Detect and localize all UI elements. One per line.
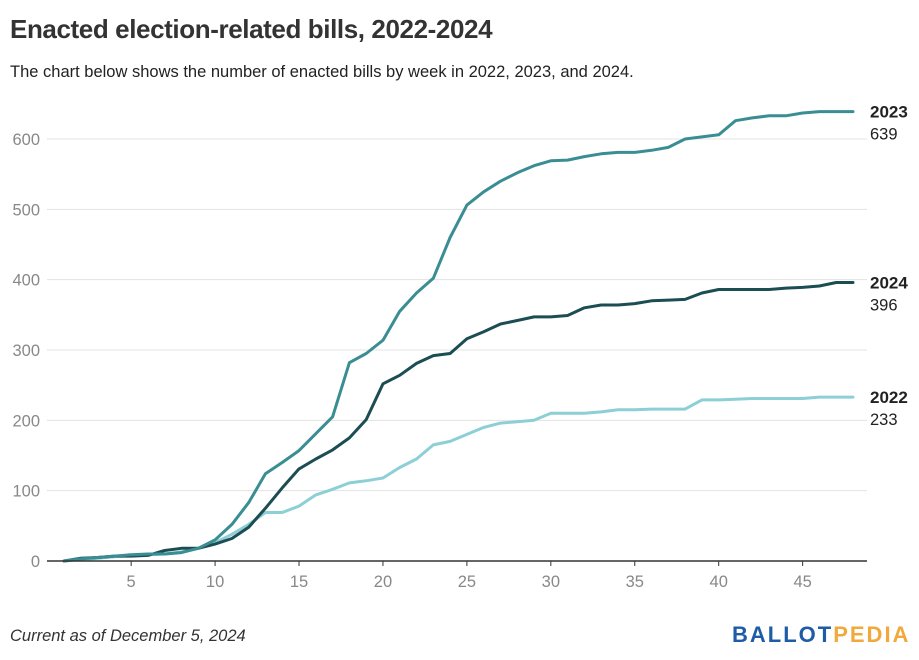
logo-text-pedia: PEDIA	[833, 622, 911, 647]
x-tick-label: 20	[374, 573, 392, 591]
y-tick-label: 500	[12, 201, 40, 219]
y-tick-label: 200	[12, 412, 40, 430]
series-lines	[62, 110, 855, 563]
x-tick-label: 25	[458, 573, 476, 591]
series-end-labels: 2023 639 2024 396 2022 233	[870, 103, 908, 430]
x-tick-label: 10	[206, 573, 224, 591]
footnote: Current as of December 5, 2024	[10, 627, 246, 645]
ballotpedia-logo[interactable]: BALLOTPEDIA	[732, 622, 910, 648]
series-label-2023: 2023	[870, 103, 908, 122]
y-tick-label: 600	[12, 131, 40, 149]
series-label-2022: 2022	[870, 388, 908, 407]
x-tick-label: 5	[127, 573, 136, 591]
chart-title: Enacted election-related bills, 2022-202…	[10, 14, 493, 44]
series-end-value-2024: 396	[870, 296, 898, 314]
x-axis-tick-labels: 5 10 15 20 25 30 35 40 45	[127, 573, 812, 591]
x-tick-label: 15	[290, 573, 308, 591]
x-tick-label: 30	[542, 573, 560, 591]
gridlines	[47, 138, 867, 492]
y-tick-label: 400	[12, 272, 40, 290]
x-tick-label: 35	[626, 573, 644, 591]
x-axis	[47, 560, 867, 566]
series-end-value-2022: 233	[870, 411, 898, 429]
y-axis-tick-labels: 0 100 200 300 400 500 600	[12, 131, 40, 571]
y-tick-label: 0	[31, 553, 40, 571]
series-line-2024	[62, 281, 855, 563]
series-line-2023	[62, 110, 855, 563]
series-line-2022	[62, 395, 855, 563]
chart-subtitle: The chart below shows the number of enac…	[10, 63, 634, 81]
series-label-2024: 2024	[870, 273, 908, 292]
logo-text-ballot: BALLOT	[732, 622, 834, 647]
y-tick-label: 300	[12, 342, 40, 360]
series-end-value-2023: 639	[870, 126, 898, 144]
y-tick-label: 100	[12, 483, 40, 501]
x-tick-label: 45	[793, 573, 811, 591]
x-tick-label: 40	[710, 573, 728, 591]
